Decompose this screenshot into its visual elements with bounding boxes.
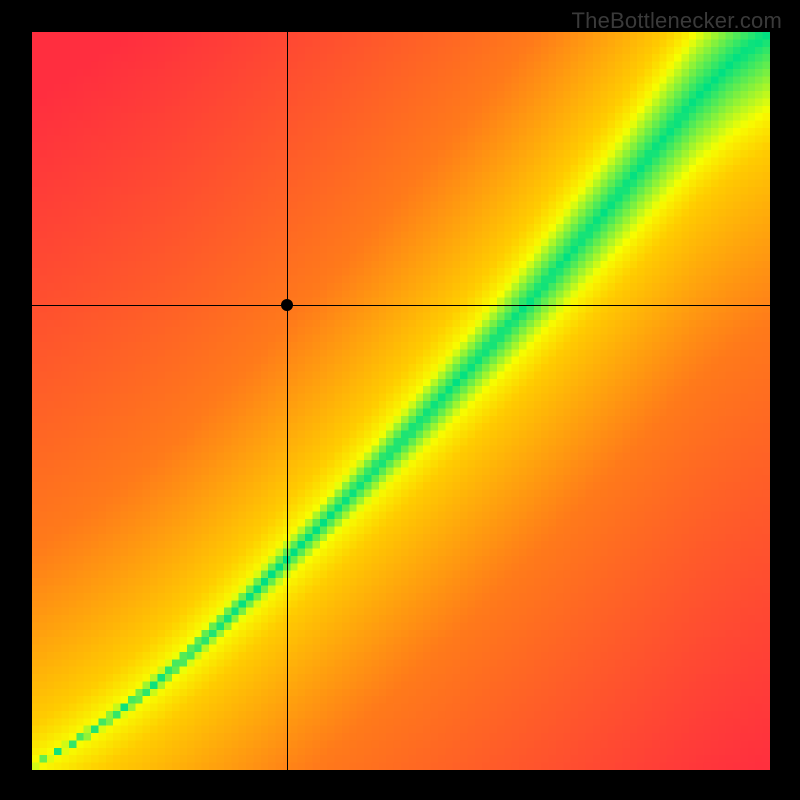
heatmap-canvas <box>32 32 770 770</box>
crosshair-horizontal <box>32 305 770 306</box>
crosshair-vertical <box>287 32 288 770</box>
heatmap-plot-area <box>32 32 770 770</box>
watermark-text: TheBottlenecker.com <box>572 8 782 34</box>
data-point-marker <box>281 299 293 311</box>
